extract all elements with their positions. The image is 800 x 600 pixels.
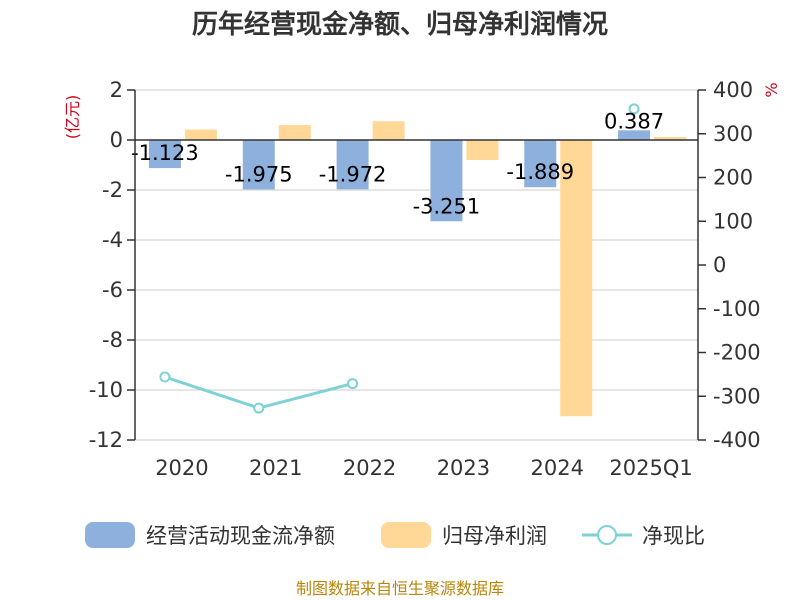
bar-cashflow-2022 — [336, 140, 369, 190]
ratio-point-2025Q1 — [628, 103, 640, 115]
bar-profit-2022 — [372, 121, 405, 140]
ratio-point-2022 — [347, 378, 359, 390]
right-tick-label: -200 — [713, 341, 761, 365]
bar-cashflow-2023 — [430, 140, 463, 222]
bar-cashflow-2020 — [148, 140, 181, 169]
x-label-2022: 2022 — [343, 456, 396, 480]
chart-title: 历年经营现金净额、归母净利润情况 — [192, 9, 608, 40]
x-label-2023: 2023 — [437, 456, 490, 480]
x-label-2024: 2024 — [531, 456, 584, 480]
bar-cashflow-2021 — [242, 140, 275, 190]
x-label-2025Q1: 2025Q1 — [609, 456, 692, 480]
right-tick-label: 400 — [713, 78, 753, 102]
data-label-cashflow-2021: -1.975 — [225, 162, 293, 186]
right-tick-label: 300 — [713, 122, 753, 146]
x-label-2020: 2020 — [155, 456, 208, 480]
left-tick-label: 0 — [110, 128, 123, 152]
bar-profit-2024 — [560, 140, 593, 417]
bar-profit-2021 — [278, 125, 311, 140]
left-tick-label: -10 — [89, 378, 123, 402]
legend-label-ratio: 净现比 — [642, 524, 705, 548]
data-label-cashflow-2020: -1.123 — [131, 141, 199, 165]
x-label-2021: 2021 — [249, 456, 302, 480]
legend-swatch-profit — [381, 522, 431, 548]
axes — [134, 90, 699, 440]
left-tick-label: 2 — [110, 78, 123, 102]
legend-label-cashflow: 经营活动现金流净额 — [146, 524, 335, 548]
legend-swatch-cashflow — [85, 522, 135, 548]
legend-label-profit: 归母净利润 — [442, 524, 547, 548]
ratio-point-2021 — [253, 402, 265, 414]
data-label-cashflow-2025Q1: 0.387 — [604, 109, 664, 133]
right-tick-label: -400 — [713, 428, 761, 452]
left-axis-ticks: 2 0 -2 -4 -6 -8 -10 -12 — [89, 78, 135, 452]
bar-cashflow-2024 — [524, 140, 557, 188]
legend-swatch-ratio-marker — [597, 525, 617, 545]
x-axis-labels: 2020 2021 2022 2023 2024 2025Q1 — [155, 456, 693, 480]
left-tick-label: -6 — [102, 278, 123, 302]
bar-cashflow-2025Q1 — [618, 130, 651, 140]
right-tick-label: 200 — [713, 166, 753, 190]
data-labels: -1.123 -1.975 -1.972 -3.251 -1.889 0.387 — [131, 109, 664, 218]
right-tick-label: -100 — [713, 297, 761, 321]
data-label-cashflow-2022: -1.972 — [319, 162, 387, 186]
left-axis-unit: (亿元) — [63, 95, 82, 140]
data-label-cashflow-2024: -1.889 — [506, 160, 574, 184]
left-tick-label: -8 — [102, 328, 123, 352]
ratio-line — [159, 103, 640, 414]
right-axis-ticks: 400 300 200 100 0 -100 -200 -300 -400 — [698, 78, 761, 452]
left-tick-label: -4 — [102, 228, 123, 252]
legend: 经营活动现金流净额 归母净利润 净现比 — [85, 522, 705, 548]
data-label-cashflow-2023: -3.251 — [413, 194, 481, 218]
left-tick-label: -2 — [102, 178, 123, 202]
bar-profit-2025Q1 — [654, 137, 687, 140]
right-tick-label: 0 — [713, 253, 726, 277]
bar-profit-2023 — [466, 140, 499, 160]
source-note: 制图数据来自恒生聚源数据库 — [296, 579, 504, 598]
right-axis-unit: % — [762, 82, 781, 97]
bars — [148, 121, 687, 417]
right-tick-label: 100 — [713, 209, 753, 233]
right-tick-label: -300 — [713, 384, 761, 408]
left-tick-label: -12 — [89, 428, 123, 452]
ratio-point-2020 — [159, 371, 171, 383]
bar-profit-2020 — [184, 129, 217, 140]
gridlines — [135, 89, 698, 441]
